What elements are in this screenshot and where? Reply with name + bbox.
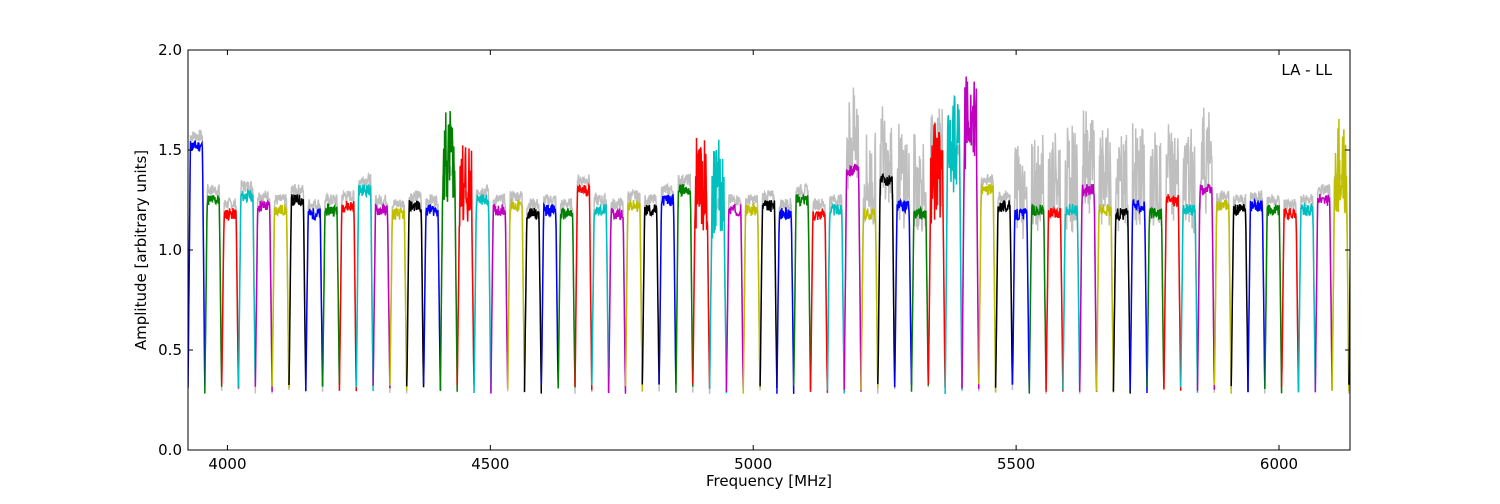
series-line-channel-45 bbox=[944, 94, 963, 395]
series-line-channel-22 bbox=[557, 207, 576, 389]
series-line-channel-12 bbox=[389, 206, 408, 391]
series-line-channel-14 bbox=[422, 204, 442, 390]
series-line-channel-38 bbox=[826, 202, 845, 393]
series-line-channel-67 bbox=[1314, 194, 1333, 393]
series-line-channel-23 bbox=[574, 182, 593, 391]
series-line-channel-62 bbox=[1230, 203, 1249, 393]
series-line-channel-59 bbox=[1179, 204, 1199, 393]
series-line-channel-43 bbox=[910, 205, 930, 392]
series-line-channel-27 bbox=[641, 204, 660, 385]
series-line-channel-21 bbox=[540, 201, 559, 387]
series-line-channel-39 bbox=[843, 162, 862, 392]
y-tick-label: 0.5 bbox=[158, 341, 182, 359]
series-line-channel-50 bbox=[1028, 203, 1047, 394]
series-line-channel-41 bbox=[877, 172, 896, 387]
series-line-channel-10 bbox=[355, 183, 374, 392]
series-line-channel-47 bbox=[978, 184, 997, 393]
series-line-channel-57 bbox=[1146, 206, 1165, 389]
series-line-channel-51 bbox=[1045, 205, 1064, 392]
series-line-channel-4 bbox=[254, 199, 273, 392]
plot-frame bbox=[187, 49, 1351, 451]
series-line-channel-16 bbox=[456, 145, 475, 386]
series-line-channel-64 bbox=[1264, 203, 1283, 394]
series-line-channel-0 bbox=[188, 140, 206, 388]
series-line-channel-68 bbox=[1331, 118, 1350, 392]
series-line-channel-46 bbox=[961, 76, 980, 389]
series-line-channel-20 bbox=[523, 207, 543, 394]
y-tick-label: 1.0 bbox=[158, 241, 182, 259]
series-line-channel-26 bbox=[624, 199, 644, 391]
series-line-channel-44 bbox=[927, 123, 946, 388]
ticks-layer: 4000 4500 5000 5500 6000 0.0 0.5 1.0 1.5 2.0 bbox=[158, 41, 1350, 473]
series-line-channel-28 bbox=[658, 194, 677, 385]
series-line-channel-31 bbox=[708, 139, 728, 394]
series-line-channel-13 bbox=[405, 200, 425, 388]
series-line-channel-9 bbox=[338, 200, 358, 392]
series-line-channel-52 bbox=[1062, 203, 1081, 392]
series-line-channel-48 bbox=[994, 200, 1014, 388]
x-axis-label: Frequency [MHz] bbox=[706, 472, 832, 490]
series-line-channel-61 bbox=[1213, 199, 1232, 394]
series-line-channel-2 bbox=[220, 208, 240, 389]
series-line-channel-55 bbox=[1112, 207, 1131, 394]
series-line-channel-18 bbox=[490, 204, 509, 394]
x-tick-label: 5000 bbox=[734, 455, 772, 473]
series-line-channel-3 bbox=[237, 188, 257, 388]
series-line-channel-7 bbox=[305, 208, 324, 392]
series-line-channel-5 bbox=[271, 204, 290, 389]
series-line-channel-15 bbox=[439, 110, 458, 392]
series-line-channel-69 bbox=[1348, 206, 1350, 385]
x-tick-label: 5500 bbox=[997, 455, 1035, 473]
series-line-channel-8 bbox=[321, 202, 341, 387]
series-line-channel-35 bbox=[776, 207, 795, 394]
series-line-channel-66 bbox=[1297, 201, 1317, 393]
series-line-channel-63 bbox=[1247, 197, 1266, 393]
x-tick-label: 6000 bbox=[1260, 455, 1298, 473]
series-line-channel-29 bbox=[675, 184, 694, 393]
series-line-channel-6 bbox=[288, 194, 307, 390]
y-tick-label: 2.0 bbox=[158, 41, 182, 59]
series-line-channel-17 bbox=[473, 194, 492, 394]
series-layer bbox=[188, 76, 1350, 395]
series-line-channel-58 bbox=[1163, 194, 1182, 391]
series-line-channel-37 bbox=[809, 208, 829, 393]
series-line-channel-54 bbox=[1095, 203, 1115, 393]
series-line-channel-30 bbox=[692, 137, 711, 389]
series-line-channel-36 bbox=[792, 194, 812, 390]
series-line-channel-60 bbox=[1196, 183, 1216, 391]
series-line-channel-25 bbox=[607, 207, 627, 394]
series-line-channel-56 bbox=[1129, 198, 1148, 394]
series-line-channel-65 bbox=[1280, 207, 1300, 392]
y-tick-label: 1.5 bbox=[158, 141, 182, 159]
chart-annotation: LA - LL bbox=[1281, 61, 1332, 79]
series-line-channel-34 bbox=[759, 200, 778, 389]
series-line-channel-24 bbox=[591, 203, 610, 392]
series-line-channel-33 bbox=[742, 201, 761, 394]
y-axis-label: Amplitude [arbitrary units] bbox=[132, 150, 150, 350]
x-tick-label: 4000 bbox=[208, 455, 246, 473]
series-line-channel-32 bbox=[725, 204, 744, 392]
series-line-channel-40 bbox=[860, 207, 879, 391]
x-tick-label: 4500 bbox=[471, 455, 509, 473]
series-line-channel-11 bbox=[372, 202, 391, 389]
series-line-channel-49 bbox=[1011, 208, 1031, 394]
series-line-channel-53 bbox=[1078, 183, 1098, 392]
series-line-channel-19 bbox=[506, 198, 526, 389]
series-line-channel-42 bbox=[893, 198, 913, 388]
series-line-channel-1 bbox=[204, 194, 223, 394]
y-tick-label: 0.0 bbox=[158, 441, 182, 459]
